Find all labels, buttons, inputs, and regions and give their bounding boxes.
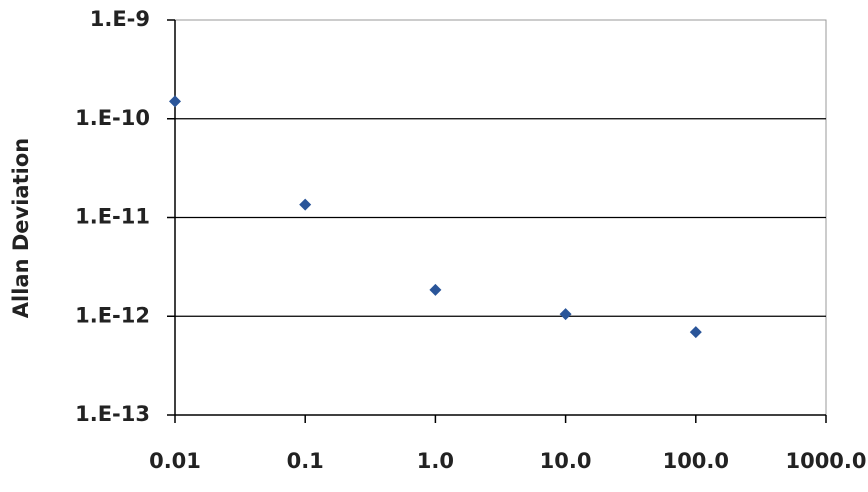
data-point bbox=[689, 326, 702, 339]
data-point bbox=[429, 283, 442, 296]
x-tick-label: 1000.0 bbox=[785, 449, 866, 473]
x-tick-label: 100.0 bbox=[663, 449, 729, 473]
x-tick-label: 10.0 bbox=[540, 449, 592, 473]
x-tick-label: 0.1 bbox=[287, 449, 324, 473]
y-tick-label: 1.E-12 bbox=[75, 303, 150, 327]
data-point bbox=[169, 95, 181, 108]
y-tick-label: 1.E-11 bbox=[75, 205, 150, 229]
y-tick-label: 1.E-9 bbox=[90, 7, 150, 31]
y-tick-label: 1.E-10 bbox=[75, 106, 150, 130]
data-point bbox=[559, 308, 572, 321]
x-tick-label: 1.0 bbox=[417, 449, 454, 473]
data-point bbox=[299, 198, 312, 211]
y-axis-label: Allan Deviation bbox=[9, 138, 33, 318]
y-tick-label: 1.E-13 bbox=[75, 402, 150, 426]
x-tick-label: 0.01 bbox=[149, 449, 201, 473]
